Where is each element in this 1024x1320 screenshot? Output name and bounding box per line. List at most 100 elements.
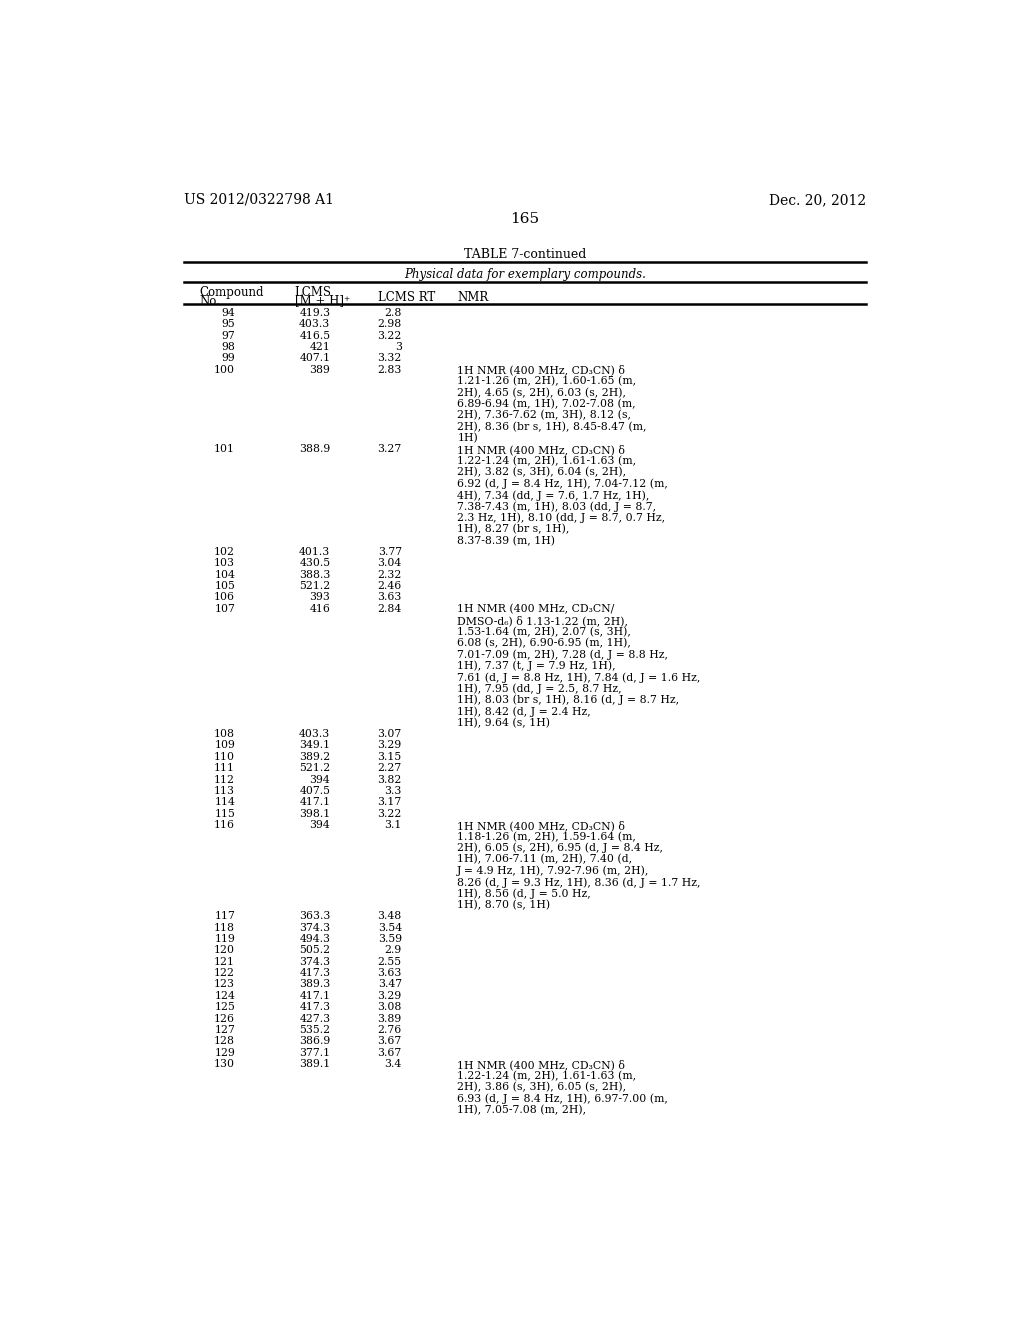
- Text: 394: 394: [309, 820, 331, 830]
- Text: 3: 3: [395, 342, 401, 352]
- Text: 2.83: 2.83: [378, 364, 401, 375]
- Text: 1.22-1.24 (m, 2H), 1.61-1.63 (m,: 1.22-1.24 (m, 2H), 1.61-1.63 (m,: [458, 455, 637, 466]
- Text: 3.32: 3.32: [378, 354, 401, 363]
- Text: 521.2: 521.2: [299, 581, 331, 591]
- Text: 1.53-1.64 (m, 2H), 2.07 (s, 3H),: 1.53-1.64 (m, 2H), 2.07 (s, 3H),: [458, 627, 631, 636]
- Text: 6.89-6.94 (m, 1H), 7.02-7.08 (m,: 6.89-6.94 (m, 1H), 7.02-7.08 (m,: [458, 399, 636, 409]
- Text: 505.2: 505.2: [299, 945, 331, 956]
- Text: Compound: Compound: [200, 286, 264, 300]
- Text: 401.3: 401.3: [299, 546, 331, 557]
- Text: 398.1: 398.1: [299, 809, 331, 818]
- Text: 3.22: 3.22: [378, 330, 401, 341]
- Text: Physical data for exemplary compounds.: Physical data for exemplary compounds.: [403, 268, 646, 281]
- Text: 95: 95: [221, 319, 236, 329]
- Text: 1H), 9.64 (s, 1H): 1H), 9.64 (s, 1H): [458, 718, 550, 727]
- Text: 3.63: 3.63: [378, 593, 401, 602]
- Text: 2H), 6.05 (s, 2H), 6.95 (d, J = 8.4 Hz,: 2H), 6.05 (s, 2H), 6.95 (d, J = 8.4 Hz,: [458, 843, 664, 854]
- Text: DMSO-d₆) δ 1.13-1.22 (m, 2H),: DMSO-d₆) δ 1.13-1.22 (m, 2H),: [458, 615, 629, 626]
- Text: 393: 393: [309, 593, 331, 602]
- Text: 1H), 8.27 (br s, 1H),: 1H), 8.27 (br s, 1H),: [458, 524, 569, 535]
- Text: 2.9: 2.9: [385, 945, 401, 956]
- Text: LCMS RT: LCMS RT: [378, 290, 435, 304]
- Text: 2.8: 2.8: [384, 308, 401, 318]
- Text: 122: 122: [214, 968, 236, 978]
- Text: 103: 103: [214, 558, 236, 568]
- Text: 419.3: 419.3: [299, 308, 331, 318]
- Text: 2.27: 2.27: [378, 763, 401, 774]
- Text: 377.1: 377.1: [299, 1048, 331, 1057]
- Text: 3.04: 3.04: [378, 558, 401, 568]
- Text: 403.3: 403.3: [299, 729, 331, 739]
- Text: 110: 110: [214, 752, 236, 762]
- Text: J = 4.9 Hz, 1H), 7.92-7.96 (m, 2H),: J = 4.9 Hz, 1H), 7.92-7.96 (m, 2H),: [458, 866, 649, 876]
- Text: 407.5: 407.5: [299, 785, 331, 796]
- Text: 3.67: 3.67: [378, 1036, 401, 1047]
- Text: 389: 389: [309, 364, 331, 375]
- Text: 1H), 7.95 (dd, J = 2.5, 8.7 Hz,: 1H), 7.95 (dd, J = 2.5, 8.7 Hz,: [458, 684, 622, 694]
- Text: 116: 116: [214, 820, 236, 830]
- Text: 105: 105: [214, 581, 236, 591]
- Text: 120: 120: [214, 945, 236, 956]
- Text: 7.01-7.09 (m, 2H), 7.28 (d, J = 8.8 Hz,: 7.01-7.09 (m, 2H), 7.28 (d, J = 8.8 Hz,: [458, 649, 669, 660]
- Text: [M + H]⁺: [M + H]⁺: [295, 294, 350, 308]
- Text: 3.67: 3.67: [378, 1048, 401, 1057]
- Text: LCMS: LCMS: [295, 286, 332, 300]
- Text: 107: 107: [214, 603, 236, 614]
- Text: 106: 106: [214, 593, 236, 602]
- Text: 521.2: 521.2: [299, 763, 331, 774]
- Text: 111: 111: [214, 763, 236, 774]
- Text: 99: 99: [221, 354, 236, 363]
- Text: 6.08 (s, 2H), 6.90-6.95 (m, 1H),: 6.08 (s, 2H), 6.90-6.95 (m, 1H),: [458, 638, 631, 648]
- Text: 3.54: 3.54: [378, 923, 401, 932]
- Text: 117: 117: [214, 911, 236, 921]
- Text: 104: 104: [214, 570, 236, 579]
- Text: 115: 115: [214, 809, 236, 818]
- Text: 2.3 Hz, 1H), 8.10 (dd, J = 8.7, 0.7 Hz,: 2.3 Hz, 1H), 8.10 (dd, J = 8.7, 0.7 Hz,: [458, 512, 666, 523]
- Text: 3.27: 3.27: [378, 445, 401, 454]
- Text: 3.07: 3.07: [378, 729, 401, 739]
- Text: 112: 112: [214, 775, 236, 784]
- Text: 3.17: 3.17: [378, 797, 401, 808]
- Text: 125: 125: [214, 1002, 236, 1012]
- Text: 114: 114: [214, 797, 236, 808]
- Text: 1.22-1.24 (m, 2H), 1.61-1.63 (m,: 1.22-1.24 (m, 2H), 1.61-1.63 (m,: [458, 1071, 637, 1081]
- Text: 374.3: 374.3: [299, 957, 331, 966]
- Text: 2H), 3.86 (s, 3H), 6.05 (s, 2H),: 2H), 3.86 (s, 3H), 6.05 (s, 2H),: [458, 1082, 627, 1092]
- Text: 113: 113: [214, 785, 236, 796]
- Text: 3.4: 3.4: [385, 1059, 401, 1069]
- Text: 121: 121: [214, 957, 236, 966]
- Text: 4H), 7.34 (dd, J = 7.6, 1.7 Hz, 1H),: 4H), 7.34 (dd, J = 7.6, 1.7 Hz, 1H),: [458, 490, 649, 500]
- Text: 3.08: 3.08: [378, 1002, 401, 1012]
- Text: 535.2: 535.2: [299, 1026, 331, 1035]
- Text: 124: 124: [214, 991, 236, 1001]
- Text: 1H), 7.05-7.08 (m, 2H),: 1H), 7.05-7.08 (m, 2H),: [458, 1105, 587, 1115]
- Text: 494.3: 494.3: [299, 935, 331, 944]
- Text: 97: 97: [221, 330, 236, 341]
- Text: 2.46: 2.46: [378, 581, 401, 591]
- Text: 407.1: 407.1: [299, 354, 331, 363]
- Text: 403.3: 403.3: [299, 319, 331, 329]
- Text: 2H), 4.65 (s, 2H), 6.03 (s, 2H),: 2H), 4.65 (s, 2H), 6.03 (s, 2H),: [458, 388, 627, 397]
- Text: 389.1: 389.1: [299, 1059, 331, 1069]
- Text: 165: 165: [510, 213, 540, 226]
- Text: 2.84: 2.84: [378, 603, 401, 614]
- Text: 421: 421: [309, 342, 331, 352]
- Text: 417.3: 417.3: [299, 1002, 331, 1012]
- Text: 126: 126: [214, 1014, 236, 1023]
- Text: 118: 118: [214, 923, 236, 932]
- Text: 1.18-1.26 (m, 2H), 1.59-1.64 (m,: 1.18-1.26 (m, 2H), 1.59-1.64 (m,: [458, 832, 636, 842]
- Text: 374.3: 374.3: [299, 923, 331, 932]
- Text: 388.3: 388.3: [299, 570, 331, 579]
- Text: 416.5: 416.5: [299, 330, 331, 341]
- Text: 417.1: 417.1: [299, 991, 331, 1001]
- Text: 3.77: 3.77: [378, 546, 401, 557]
- Text: 2.32: 2.32: [378, 570, 401, 579]
- Text: 6.93 (d, J = 8.4 Hz, 1H), 6.97-7.00 (m,: 6.93 (d, J = 8.4 Hz, 1H), 6.97-7.00 (m,: [458, 1093, 669, 1104]
- Text: 1H), 8.03 (br s, 1H), 8.16 (d, J = 8.7 Hz,: 1H), 8.03 (br s, 1H), 8.16 (d, J = 8.7 H…: [458, 694, 680, 705]
- Text: 3.89: 3.89: [378, 1014, 401, 1023]
- Text: 3.82: 3.82: [378, 775, 401, 784]
- Text: 119: 119: [214, 935, 236, 944]
- Text: 1.21-1.26 (m, 2H), 1.60-1.65 (m,: 1.21-1.26 (m, 2H), 1.60-1.65 (m,: [458, 376, 637, 387]
- Text: 94: 94: [221, 308, 236, 318]
- Text: 386.9: 386.9: [299, 1036, 331, 1047]
